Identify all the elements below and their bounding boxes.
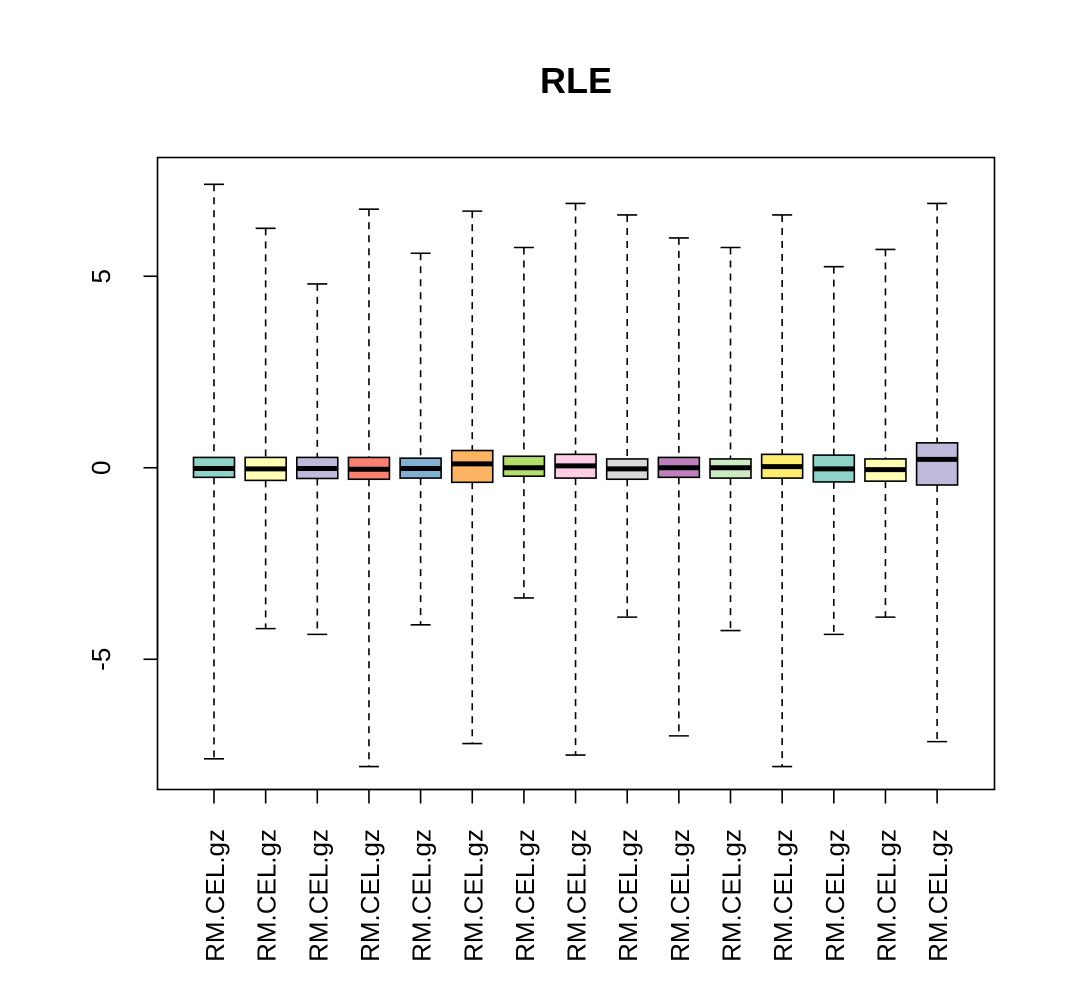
box-group xyxy=(399,252,442,626)
box-group xyxy=(192,183,236,760)
x-axis: RM.CEL.gz RM.CEL.gz RM.CEL.gz RM.CEL.gz RM.C… xyxy=(200,788,953,962)
box-group xyxy=(812,265,856,636)
x-tick-label: RM.CEL.gz xyxy=(458,829,488,962)
y-tick-label: 5 xyxy=(86,269,116,283)
box-iqr xyxy=(915,442,959,486)
x-tick-label: RM.CEL.gz xyxy=(613,829,643,962)
x-tick-label: RM.CEL.gz xyxy=(510,829,540,962)
x-tick-label: RM.CEL.gz xyxy=(200,829,230,962)
x-tick-label: RM.CEL.gz xyxy=(407,829,437,962)
x-tick-label: RM.CEL.gz xyxy=(562,829,592,962)
box-group xyxy=(605,214,649,618)
x-tick-label: RM.CEL.gz xyxy=(768,829,798,962)
x-tick-label: RM.CEL.gz xyxy=(923,829,953,962)
box-group xyxy=(450,210,494,745)
box-group xyxy=(347,208,391,768)
boxplot-series xyxy=(192,183,959,768)
box-group xyxy=(502,246,546,599)
box-group xyxy=(554,202,597,756)
x-tick-label: RM.CEL.gz xyxy=(303,829,333,962)
chart-title: RLE xyxy=(540,60,612,101)
x-tick-label: RM.CEL.gz xyxy=(665,829,695,962)
box-group xyxy=(709,246,752,632)
y-tick-label: 0 xyxy=(86,461,116,475)
x-tick-label: RM.CEL.gz xyxy=(820,829,850,962)
y-tick-label: -5 xyxy=(86,648,116,671)
y-axis: -5 0 5 xyxy=(86,269,159,671)
box-group xyxy=(864,248,907,618)
x-tick-label: RM.CEL.gz xyxy=(355,829,385,962)
box-group xyxy=(244,227,287,630)
box-group xyxy=(760,214,804,768)
x-tick-label: RM.CEL.gz xyxy=(717,829,747,962)
box-group xyxy=(295,283,339,636)
x-tick-label: RM.CEL.gz xyxy=(871,829,901,962)
box-group xyxy=(657,237,701,737)
x-tick-label: RM.CEL.gz xyxy=(252,829,282,962)
box-group xyxy=(915,202,959,743)
